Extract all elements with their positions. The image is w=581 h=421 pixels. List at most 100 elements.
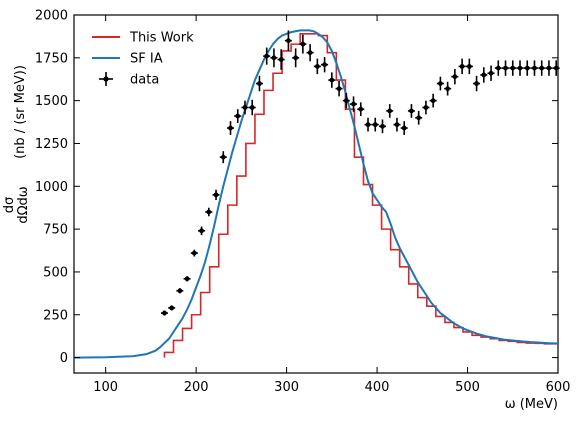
data-point bbox=[538, 60, 546, 76]
data-point-marker bbox=[191, 250, 197, 256]
data-point bbox=[299, 34, 307, 54]
data-point-marker bbox=[365, 122, 371, 128]
data-point-marker bbox=[300, 41, 306, 47]
data-point bbox=[284, 30, 292, 51]
data-point bbox=[516, 60, 524, 76]
data-point bbox=[473, 75, 481, 92]
data-point-marker bbox=[488, 70, 494, 76]
data-point-marker bbox=[459, 63, 465, 69]
data-point-marker bbox=[358, 106, 364, 112]
data-point-marker bbox=[278, 57, 284, 62]
data-point-marker bbox=[387, 108, 393, 114]
data-point-marker bbox=[532, 65, 537, 71]
legend-swatch-marker bbox=[103, 76, 109, 82]
data-point-marker bbox=[184, 276, 190, 282]
data-point-marker bbox=[452, 74, 458, 80]
data-point-marker bbox=[336, 86, 342, 92]
data-point-marker bbox=[445, 86, 451, 92]
data-point bbox=[313, 58, 321, 75]
data-point bbox=[429, 93, 437, 108]
x-tick-label-400: 400 bbox=[365, 380, 390, 395]
data-point bbox=[530, 60, 538, 76]
data-point bbox=[190, 249, 198, 257]
data-point-marker bbox=[351, 101, 356, 107]
data-point bbox=[494, 60, 502, 76]
data-point-marker bbox=[524, 65, 530, 71]
data-point-marker bbox=[314, 63, 320, 69]
data-point-marker bbox=[249, 105, 255, 110]
data-point bbox=[342, 92, 350, 109]
data-point-marker bbox=[546, 65, 552, 71]
data-point-marker bbox=[503, 65, 508, 71]
data-point-marker bbox=[235, 113, 241, 119]
data-point bbox=[306, 44, 314, 62]
data-point-marker bbox=[474, 81, 479, 86]
data-point bbox=[277, 49, 285, 70]
data-point-marker bbox=[394, 122, 400, 128]
data-point-marker bbox=[322, 62, 327, 68]
data-point bbox=[160, 310, 168, 316]
legend-item-0: This Work bbox=[92, 31, 194, 46]
data-point-marker bbox=[409, 108, 414, 114]
data-point-marker bbox=[264, 53, 270, 59]
data-point bbox=[219, 151, 227, 164]
data-point bbox=[444, 81, 452, 96]
data-point-marker bbox=[169, 305, 175, 311]
y-axis-fraction-denominator: dΩdω bbox=[16, 186, 31, 223]
data-point bbox=[205, 207, 213, 217]
data-point bbox=[480, 67, 488, 83]
data-point bbox=[509, 60, 517, 76]
data-point bbox=[400, 121, 408, 135]
data-point-marker bbox=[242, 105, 248, 110]
data-point-marker bbox=[293, 55, 299, 61]
x-tick-label-100: 100 bbox=[93, 380, 118, 395]
data-point bbox=[270, 48, 278, 68]
data-point-marker bbox=[481, 72, 487, 78]
data-point bbox=[378, 119, 386, 134]
data-point-marker bbox=[380, 123, 385, 129]
data-point bbox=[292, 48, 300, 68]
data-point bbox=[552, 60, 560, 76]
data-point-marker bbox=[495, 65, 501, 71]
y-tick-label-750: 750 bbox=[43, 223, 68, 238]
data-point-marker bbox=[329, 77, 335, 83]
legend-item-2: data bbox=[99, 72, 159, 88]
data-point-marker bbox=[177, 288, 183, 294]
data-point-marker bbox=[466, 63, 472, 69]
data-point-marker bbox=[228, 125, 233, 131]
y-tick-label-1250: 1250 bbox=[35, 137, 68, 152]
y-tick-label-1000: 1000 bbox=[35, 180, 68, 195]
data-point bbox=[335, 80, 343, 97]
data-point bbox=[393, 117, 401, 132]
y-tick-label-1750: 1750 bbox=[35, 51, 68, 66]
data-point-marker bbox=[416, 115, 422, 121]
y-tick-label-2000: 2000 bbox=[35, 9, 68, 24]
data-point-marker bbox=[401, 125, 407, 131]
data-point bbox=[523, 60, 531, 76]
x-tick-label-500: 500 bbox=[455, 380, 480, 395]
data-point-marker bbox=[517, 65, 523, 71]
legend-label-0: This Work bbox=[129, 31, 194, 46]
plot-border bbox=[73, 14, 559, 374]
data-point bbox=[248, 99, 256, 116]
data-point-marker bbox=[553, 65, 559, 71]
series-sf-ia-line bbox=[73, 29, 559, 359]
data-point bbox=[234, 109, 242, 123]
data-point bbox=[451, 68, 459, 85]
data-point-marker bbox=[372, 122, 378, 128]
y-axis-units: (nb / (sr MeV)) bbox=[13, 65, 28, 159]
x-axis-title: ω (MeV) bbox=[505, 397, 558, 412]
data-point bbox=[502, 60, 510, 76]
data-point-marker bbox=[199, 228, 204, 234]
data-point bbox=[545, 60, 553, 76]
data-point-marker bbox=[220, 154, 226, 160]
series-group bbox=[73, 29, 560, 359]
data-point bbox=[183, 276, 191, 282]
data-point-marker bbox=[213, 192, 219, 198]
data-point-marker bbox=[539, 65, 545, 71]
data-point bbox=[436, 76, 444, 91]
data-point bbox=[198, 226, 206, 236]
data-point bbox=[350, 96, 358, 112]
data-point bbox=[176, 288, 184, 294]
